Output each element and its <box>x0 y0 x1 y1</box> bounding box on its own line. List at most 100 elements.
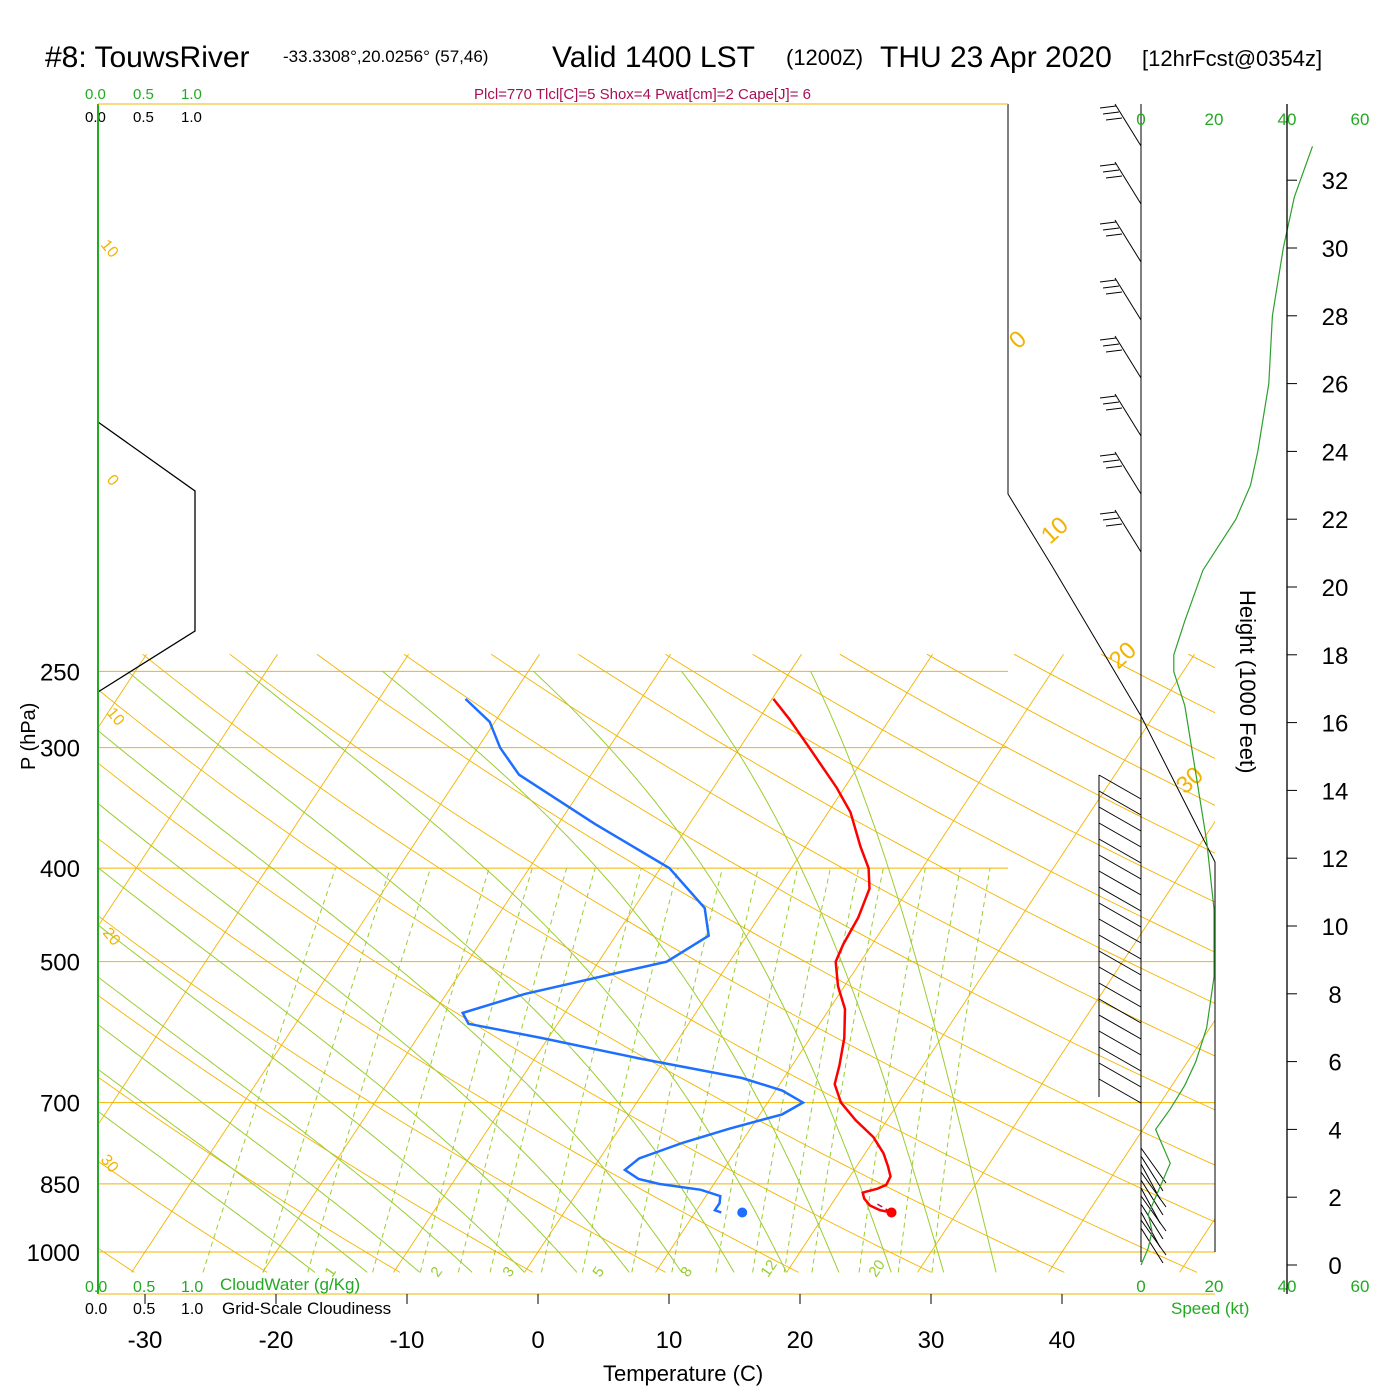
height-axis-label: Height (1000 Feet) <box>1235 590 1260 773</box>
wind-barb-flag <box>1105 523 1123 527</box>
wind-barb-flag <box>1105 117 1123 121</box>
dry-adiabat <box>1013 653 1215 759</box>
mixing-ratio-line <box>419 868 533 1273</box>
wind-barb <box>1140 1219 1167 1256</box>
height-tick-label: 30 <box>1322 236 1349 263</box>
isotherm <box>524 653 933 1273</box>
mixing-ratio-label: 8 <box>677 1264 696 1281</box>
mixing-ratio-line <box>540 868 642 1273</box>
isobar-lines <box>98 670 1215 1253</box>
wind-barb-flag <box>1105 291 1123 295</box>
wind-barb <box>1140 1155 1164 1192</box>
temperature-tick-label: 40 <box>1049 1327 1076 1354</box>
mixing-ratio-label: 20 <box>865 1257 888 1280</box>
wind-barb-flag <box>1099 395 1117 399</box>
temperature-tick-label: -30 <box>128 1327 163 1354</box>
wind-barb <box>1140 1171 1167 1208</box>
speed-tick-label: 60 <box>1351 1277 1370 1296</box>
dry-adiabat <box>316 653 1215 1166</box>
isotherm <box>786 653 1195 1273</box>
wind-barb-flag <box>1099 105 1117 109</box>
isotherm <box>1048 1019 1215 1273</box>
height-tick-label: 2 <box>1328 1185 1341 1212</box>
wind-barb <box>1098 982 1142 1008</box>
wind-barb <box>1114 451 1142 495</box>
height-tick-label: 22 <box>1322 507 1349 534</box>
wind-barb <box>1098 870 1142 896</box>
mixing-ratio-line <box>931 868 991 1273</box>
dry-adiabat <box>578 653 1215 1004</box>
height-tick-label: 26 <box>1322 372 1349 399</box>
cloud-scale-label: 1.0 <box>181 1301 203 1318</box>
speed-tick-label: 20 <box>1205 1277 1224 1296</box>
wind-barb <box>1098 1046 1142 1072</box>
speed-tick-label: 60 <box>1351 110 1370 129</box>
wind-barb-flag <box>1105 407 1123 411</box>
wind-barb <box>1114 393 1142 437</box>
mixing-ratio-line <box>457 868 568 1273</box>
mixing-ratio-label: 12 <box>757 1257 780 1280</box>
wind-barb <box>1140 1195 1167 1232</box>
valid-date: THU 23 Apr 2020 <box>880 41 1112 74</box>
cloudiness-label: Grid-Scale Cloudiness <box>222 1299 391 1318</box>
mixing-ratio-line <box>783 868 860 1273</box>
wind-barb-flag <box>1105 349 1123 353</box>
wind-barb <box>1098 838 1142 864</box>
dry-adiabat <box>98 1160 268 1273</box>
moist-adiabat <box>98 1024 421 1273</box>
pressure-tick-label: 500 <box>40 950 80 977</box>
dry-adiabat <box>665 653 1215 953</box>
mixing-ratio-line <box>752 868 831 1273</box>
cloud-scale-label: 0.5 <box>133 86 154 103</box>
wind-barb-flag <box>1102 401 1120 405</box>
cloud-scale-label: 1.0 <box>181 1279 203 1296</box>
mixing-ratio-line <box>858 868 926 1273</box>
pressure-tick-label: 300 <box>40 736 80 763</box>
speed-tick-label: 20 <box>1205 110 1224 129</box>
wind-barb-flag <box>1102 459 1120 463</box>
dry-adiabat <box>839 653 1215 854</box>
wind-barb <box>1098 806 1142 832</box>
isotherm <box>98 653 278 928</box>
height-tick-label: 28 <box>1322 304 1349 331</box>
wind-barbs <box>1098 103 1167 1264</box>
dry-adiabat-label: 10 <box>103 705 128 730</box>
cloudwater-scale-top: 0.0 0.5 1.0 <box>85 86 202 103</box>
height-tick-label: 0 <box>1328 1253 1341 1280</box>
mixing-ratio-line <box>307 868 431 1273</box>
wind-barb <box>1098 886 1142 912</box>
moist-adiabat-label: 10 <box>1036 512 1074 550</box>
mixing-ratio-lines <box>202 868 991 1273</box>
dry-adiabat-label: 30 <box>97 1152 122 1177</box>
valid-time: Valid 1400 LST <box>552 41 755 74</box>
height-tick-label: 16 <box>1322 711 1349 738</box>
wind-barb <box>1114 335 1142 379</box>
height-tick-label: 4 <box>1328 1117 1341 1144</box>
dry-adiabat <box>98 915 666 1273</box>
wind-barb <box>1098 1030 1142 1056</box>
dry-adiabat <box>1275 654 1400 1272</box>
cloud-scale-label: 0.0 <box>85 1301 107 1318</box>
dry-adiabat <box>98 762 932 1273</box>
speed-axis-label: Speed (kt) <box>1171 1299 1249 1318</box>
cloudiness-profile <box>97 421 196 693</box>
wind-barb <box>1098 1062 1142 1088</box>
moist-adiabat <box>98 1068 368 1273</box>
wind-barb <box>1098 822 1142 848</box>
sounding-indices: Plcl=770 Tlcl[C]=5 Shox=4 Pwat[cm]=2 Cap… <box>474 86 811 103</box>
dry-adiabat <box>490 653 1215 1057</box>
moist-adiabat <box>533 670 892 1273</box>
temperature-axis-label: Temperature (C) <box>603 1361 763 1386</box>
wind-barb-flag <box>1102 343 1120 347</box>
dry-adiabat <box>142 653 1198 1273</box>
cloudiness-scale-top: 0.0 0.5 1.0 <box>85 109 202 126</box>
wind-barb-flag <box>1099 221 1117 225</box>
wind-barb <box>1098 950 1142 976</box>
cloud-scale-label: 0.0 <box>85 109 106 126</box>
wind-barb-flag <box>1102 285 1120 289</box>
dry-adiabat-label: 10 <box>97 237 122 262</box>
wind-barb-flag <box>1102 227 1120 231</box>
wind-barb-flag <box>1105 175 1123 179</box>
mixing-ratio-line <box>811 868 884 1273</box>
